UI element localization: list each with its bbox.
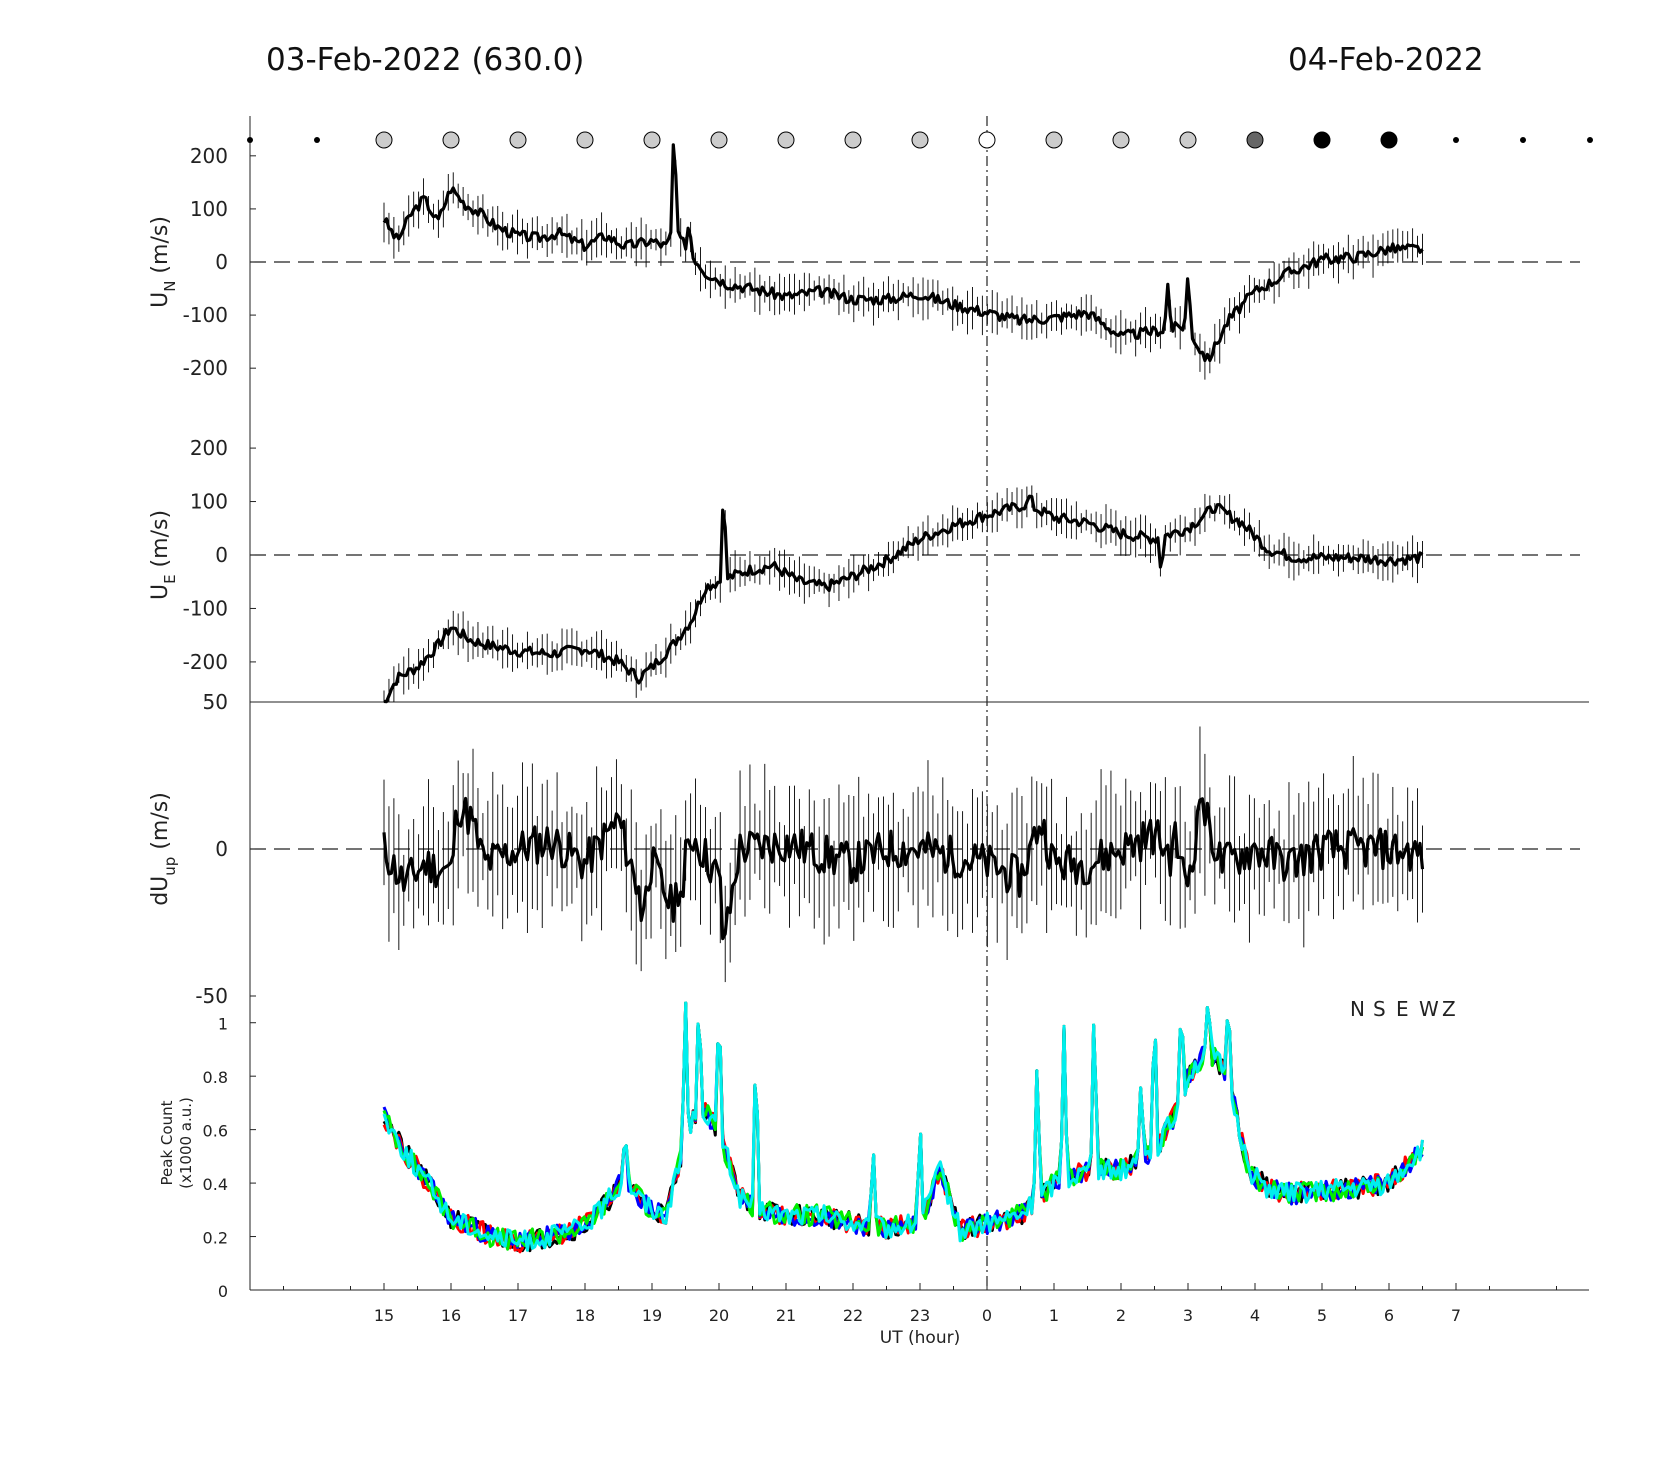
sky-marker-light — [442, 131, 460, 149]
y-tick-label: 200 — [190, 144, 228, 168]
x-tick-label: 4 — [1250, 1306, 1260, 1325]
y-tick-label: -100 — [183, 303, 228, 327]
legend-entry-S: S — [1373, 997, 1386, 1021]
legend-entry-E: E — [1396, 997, 1409, 1021]
sky-marker-light — [710, 131, 728, 149]
x-tick-label: 22 — [843, 1306, 863, 1325]
x-tick-label: 7 — [1451, 1306, 1461, 1325]
sky-marker-light — [576, 131, 594, 149]
y-tick-label: 50 — [203, 690, 228, 714]
y-tick-label: 0.8 — [203, 1068, 228, 1087]
series-line-S — [382, 1001, 1424, 1254]
y-tick-label: 0 — [215, 837, 228, 861]
y-axis-label-main: dU — [148, 876, 173, 906]
y-tick-label: -200 — [183, 356, 228, 380]
sky-marker-dot — [247, 137, 253, 143]
y-tick-label: 100 — [190, 490, 228, 514]
sky-marker-white — [978, 131, 996, 149]
x-tick-label: 18 — [575, 1306, 595, 1325]
x-axis-label: UT (hour) — [880, 1328, 960, 1348]
x-tick-label: 16 — [441, 1306, 461, 1325]
y-tick-label: 0 — [218, 1282, 228, 1301]
y-tick-label: 0.6 — [203, 1122, 228, 1141]
series-line-Z — [382, 1001, 1424, 1252]
x-tick-label: 15 — [374, 1306, 394, 1325]
panel-1: 200 100 0 -100 -200 UN (m/s) — [148, 143, 1580, 380]
sky-marker-dark — [1313, 131, 1331, 149]
legend-entry-Z: Z — [1442, 997, 1456, 1021]
sky-marker-dot — [1453, 137, 1459, 143]
x-tick-label: 2 — [1116, 1306, 1126, 1325]
y-tick-label: 0.2 — [203, 1229, 228, 1248]
legend-entry-W: W — [1419, 997, 1439, 1021]
sky-marker-light — [643, 131, 661, 149]
y-axis-label: UE (m/s) — [148, 510, 179, 600]
y-axis-label-sub: up — [161, 857, 179, 876]
series-line — [382, 796, 1425, 941]
x-tick-label: 20 — [709, 1306, 729, 1325]
x-tick-label: 6 — [1384, 1306, 1394, 1325]
y-axis-label-sub: N — [161, 281, 179, 292]
title-date-left: 03-Feb-2022 (630.0) — [266, 42, 585, 78]
y-tick-label: 0.4 — [203, 1175, 228, 1194]
y-tick-label: -200 — [183, 650, 228, 674]
series-line-W — [382, 1001, 1424, 1251]
sky-marker-light — [911, 131, 929, 149]
sky-marker-light — [375, 131, 393, 149]
panel-2: 200 100 0 -100 -200 UE (m/s) — [148, 436, 1580, 704]
series-line — [383, 494, 1424, 704]
sky-marker-light — [1179, 131, 1197, 149]
sky-marker-light — [1112, 131, 1130, 149]
y-axis-label-main: U — [148, 584, 173, 600]
y-tick-label: 1 — [218, 1015, 228, 1034]
panel-3: 50 0 -50 dUup (m/s) — [148, 690, 1580, 1008]
sky-marker-light — [509, 131, 527, 149]
sky-marker-light — [777, 131, 795, 149]
y-axis-label: dUup (m/s) — [148, 792, 179, 906]
sky-marker-dot — [1520, 137, 1526, 143]
x-tick-label: 1 — [1049, 1306, 1059, 1325]
sky-marker-mid — [1246, 131, 1264, 149]
y-axis-label-unit: (m/s) — [148, 510, 173, 574]
panel-4: 0 0.2 0.4 0.6 0.8 1 Peak Count (x1000 a.u.) N S E W… — [158, 997, 1580, 1301]
y-axis-label-main: U — [148, 292, 173, 308]
x-tick-label: 0 — [982, 1306, 992, 1325]
x-tick-label: 21 — [776, 1306, 796, 1325]
y-tick-label: 200 — [190, 436, 228, 460]
sky-marker-dark — [1380, 131, 1398, 149]
sky-marker-light — [1045, 131, 1063, 149]
y-axis-label-sub: E — [161, 574, 179, 583]
sky-marker-dot — [1587, 137, 1593, 143]
x-tick-label: 19 — [642, 1306, 662, 1325]
y-tick-label: 100 — [190, 197, 228, 221]
error-bars — [383, 485, 1423, 702]
y-axis-label: UN (m/s) — [148, 216, 179, 308]
title-date-right: 04-Feb-2022 — [1288, 42, 1484, 78]
sky-marker-light — [844, 131, 862, 149]
series-line — [382, 143, 1424, 363]
y-tick-label: 0 — [215, 250, 228, 274]
y-axis-label-unit: (m/s) — [148, 792, 173, 856]
x-tick-label: 23 — [910, 1306, 930, 1325]
series-line-E — [382, 1001, 1424, 1249]
y-axis-label-line1: Peak Count — [158, 1100, 176, 1185]
legend-entry-N: N — [1350, 997, 1365, 1021]
y-tick-label: -50 — [195, 984, 228, 1008]
y-tick-label: 0 — [215, 543, 228, 567]
series-line-N — [382, 1001, 1424, 1253]
x-tick-label: 3 — [1183, 1306, 1193, 1325]
error-bars — [383, 159, 1423, 380]
y-tick-label: -100 — [183, 596, 228, 620]
x-tick-label: 17 — [508, 1306, 528, 1325]
sky-marker-dot — [314, 137, 320, 143]
x-tick-label: 5 — [1317, 1306, 1327, 1325]
y-axis-label-line2: (x1000 a.u.) — [177, 1097, 195, 1189]
y-axis-label-unit: (m/s) — [148, 216, 173, 280]
